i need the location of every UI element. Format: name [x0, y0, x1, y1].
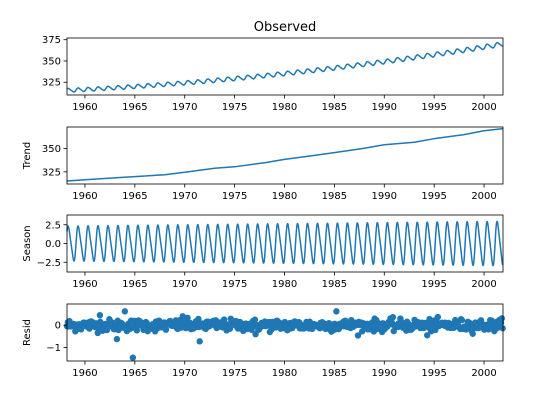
resid-point-158	[195, 315, 202, 323]
observed-xtick-label-1995: 1995	[421, 102, 446, 113]
season-ylabel: Season	[22, 225, 33, 261]
resid-point-530	[96, 311, 104, 319]
observed-xtick-label-1960: 1960	[72, 102, 97, 113]
trend-xtick-label-2000: 2000	[471, 191, 496, 202]
resid-point-222	[248, 326, 255, 333]
observed-xtick-label-1980: 1980	[272, 102, 297, 113]
resid-point-475	[458, 316, 466, 324]
resid-point-145	[184, 314, 191, 322]
season-xtick-label-1985: 1985	[322, 279, 347, 290]
resid-point-392	[389, 314, 397, 321]
panels-group: 1960 1965 1970 1975 1980 1985 1990 1995 2000 325 3…	[22, 35, 506, 379]
season-series-line	[66, 220, 504, 267]
resid-frame	[66, 303, 504, 362]
resid-point-350	[354, 332, 362, 339]
observed-ytick-label-1: 350	[42, 56, 61, 67]
trend-frame	[66, 126, 504, 185]
trend-ylabel: Trend	[22, 142, 33, 170]
resid-xtick-label-2000: 2000	[471, 368, 496, 379]
observed-xtick-label-1990: 1990	[372, 102, 397, 113]
season-panel: 1960 1965 1970 1975 1980 1985 1990 1995 2000 2.5 0…	[22, 214, 504, 290]
resid-xtick-label-1965: 1965	[122, 368, 147, 379]
trend-xtick-label-1985: 1985	[322, 191, 347, 202]
resid-ytick-label-0: 0	[55, 321, 61, 332]
resid-xtick-label-1960: 1960	[72, 368, 97, 379]
observed-ytick-label-2: 375	[42, 35, 61, 46]
season-xtick-label-1970: 1970	[172, 279, 197, 290]
observed-frame	[66, 37, 504, 96]
observed-xtick-label-1975: 1975	[222, 102, 247, 113]
season-ytick-label-2: −2.5	[37, 258, 61, 269]
observed-ytick-label-0: 325	[42, 78, 61, 89]
season-xtick-label-1975: 1975	[222, 279, 247, 290]
resid-point-526	[196, 338, 203, 345]
resid-xtick-label-1990: 1990	[372, 368, 397, 379]
resid-point-527	[113, 335, 121, 343]
resid-point-119	[162, 326, 170, 333]
season-xtick-label-1980: 1980	[272, 279, 297, 290]
trend-ytick-label-1: 350	[42, 144, 61, 155]
resid-point-529	[333, 308, 340, 315]
season-xtick-label-2000: 2000	[471, 279, 496, 290]
trend-ytick-label-0: 325	[42, 167, 61, 178]
resid-ytick-label-1: −1	[46, 343, 61, 354]
resid-panel: 1960 1965 1970 1975 1980 1985 1990 1995 2000 0 −1 R…	[22, 303, 506, 379]
observed-title: Observed	[254, 20, 317, 35]
trend-xtick-label-1990: 1990	[372, 191, 397, 202]
resid-point-523	[498, 315, 506, 322]
resid-point-446	[434, 313, 442, 321]
trend-series-line	[66, 127, 504, 182]
resid-point-488	[469, 330, 476, 337]
resid-ylabel: Resid	[22, 319, 33, 346]
trend-xtick-label-1970: 1970	[172, 191, 197, 202]
trend-xtick-label-1980: 1980	[272, 191, 297, 202]
resid-point-525	[129, 354, 137, 361]
trend-xtick-label-1960: 1960	[72, 191, 97, 202]
resid-point-226	[251, 316, 259, 323]
trend-xtick-label-1995: 1995	[421, 191, 446, 202]
resid-xtick-label-1970: 1970	[172, 368, 197, 379]
resid-xtick-label-1985: 1985	[322, 368, 347, 379]
observed-xtick-label-1985: 1985	[322, 102, 347, 113]
season-xtick-label-1995: 1995	[421, 279, 446, 290]
resid-xtick-label-1995: 1995	[421, 368, 446, 379]
resid-xtick-label-1980: 1980	[272, 368, 297, 379]
resid-point-531	[423, 332, 431, 339]
resid-point-533	[179, 313, 186, 320]
resid-point-335	[342, 317, 349, 325]
trend-xtick-label-1975: 1975	[222, 191, 247, 202]
resid-point-355	[358, 328, 366, 335]
observed-xtick-label-2000: 2000	[471, 102, 496, 113]
trend-xtick-label-1965: 1965	[122, 191, 147, 202]
observed-xtick-label-1970: 1970	[172, 102, 197, 113]
resid-xtick-label-1975: 1975	[222, 368, 247, 379]
observed-series-line	[66, 41, 504, 93]
resid-point-189	[220, 316, 228, 323]
observed-xtick-label-1965: 1965	[122, 102, 147, 113]
season-ytick-label-1: 0.0	[45, 239, 61, 250]
season-xtick-label-1960: 1960	[72, 279, 97, 290]
resid-point-528	[121, 308, 129, 315]
observed-panel: 1960 1965 1970 1975 1980 1985 1990 1995 2000 325 3…	[42, 35, 504, 113]
trend-panel: 1960 1965 1970 1975 1980 1985 1990 1995 2000 325 3…	[22, 126, 504, 202]
season-xtick-label-1965: 1965	[122, 279, 147, 290]
resid-point-532	[252, 330, 259, 338]
season-xtick-label-1990: 1990	[372, 279, 397, 290]
season-ytick-label-0: 2.5	[45, 220, 61, 231]
